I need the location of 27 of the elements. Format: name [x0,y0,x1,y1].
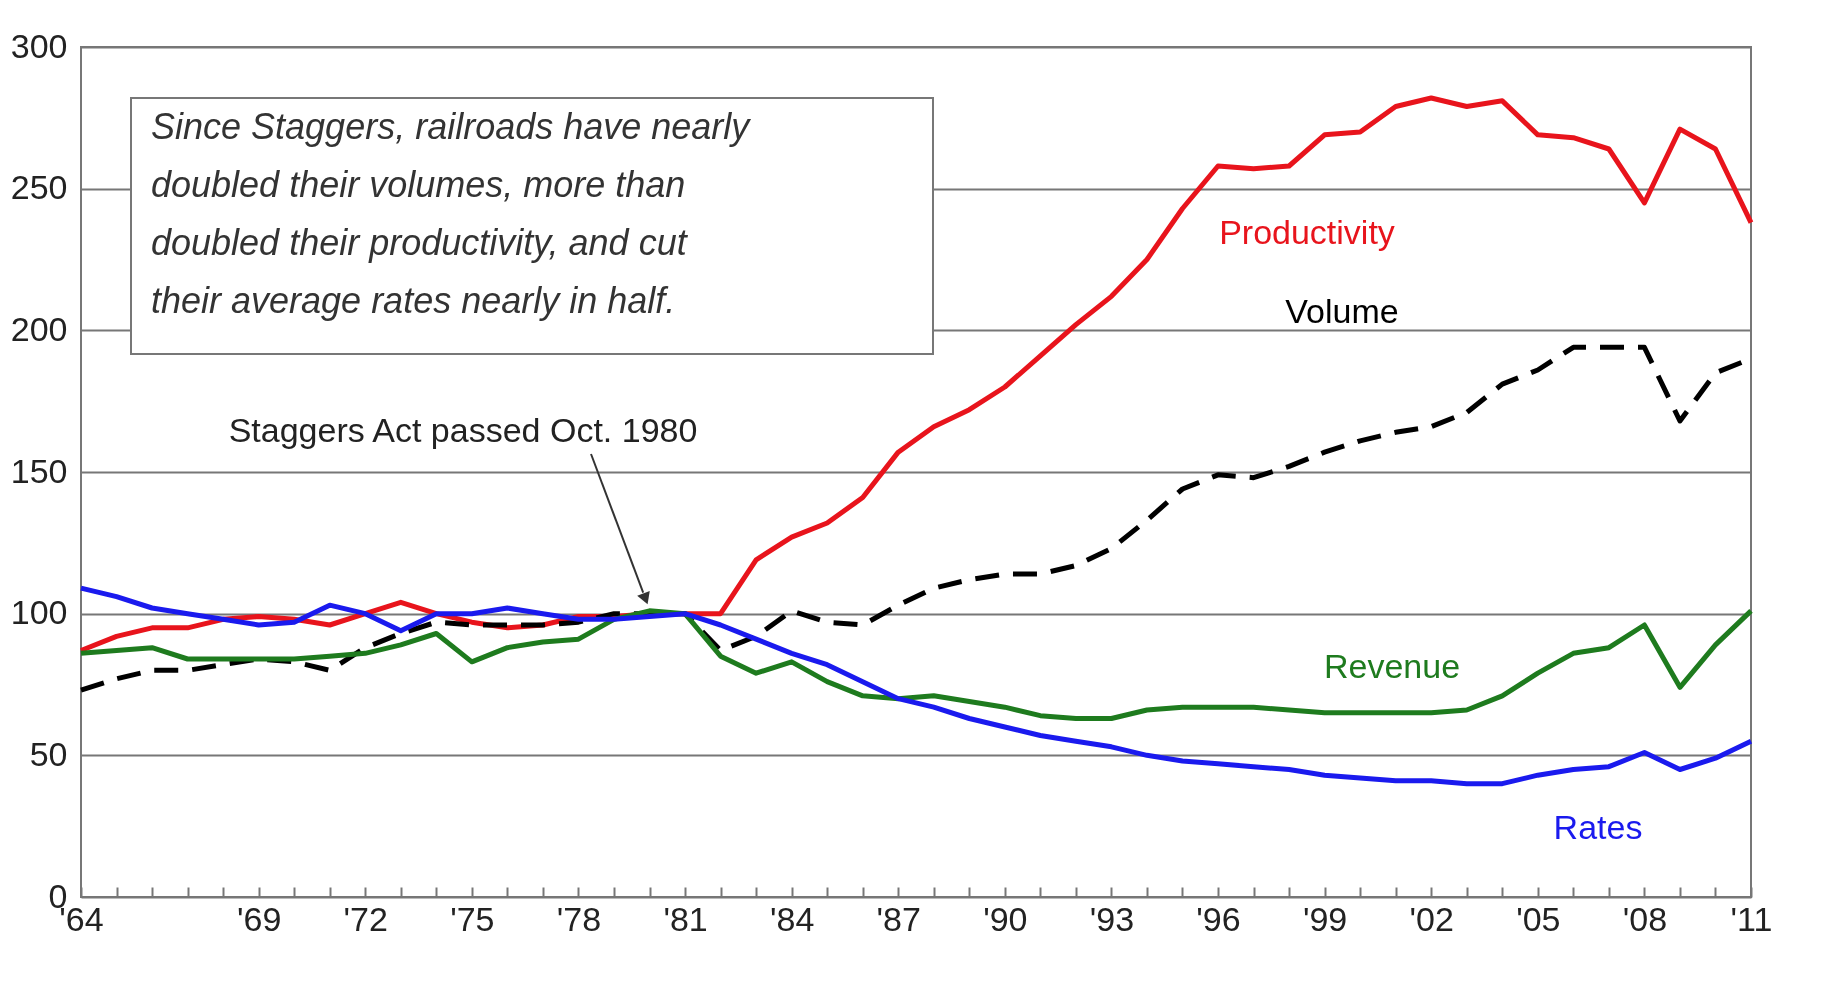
series-label: Productivity [1219,213,1395,251]
x-tick-label: '75 [450,899,495,938]
text: Volume [1285,292,1399,330]
x-tick-label: '69 [237,899,282,938]
x-tick-label: '02 [1409,899,1454,938]
x-tick-label: '81 [663,899,708,938]
annotation: Since Staggers, railroads have nearly doubled their volumes, more than doubled their productivity, and cut their average rates nearly in half. [151,106,752,321]
x-tick-label: '96 [1196,899,1241,938]
x-tick-label: '90 [983,899,1028,938]
x-tick-label: '05 [1516,899,1561,938]
x-tick-label: '93 [1089,899,1135,938]
y-tick-label: 50 [29,734,68,773]
x-tick-label: '87 [876,899,921,938]
x-tick-label: '11 [1730,899,1773,938]
y-tick-label: 150 [10,451,68,490]
y-tick-label: 200 [10,309,68,348]
y-tick-label: 250 [10,168,68,207]
x-tick-label: '08 [1622,899,1668,938]
annotation: Staggers Act passed Oct. 1980 [228,411,698,449]
series-label: Revenue [1323,647,1461,685]
x-tick-label: '72 [343,899,388,938]
y-tick-label: 300 [10,26,68,65]
x-tick-label: '99 [1302,899,1348,938]
series-label: Rates [1553,808,1643,846]
x-tick-label: '78 [556,899,602,938]
y-tick-label: 100 [10,593,68,632]
x-tick-label: '84 [769,899,815,938]
